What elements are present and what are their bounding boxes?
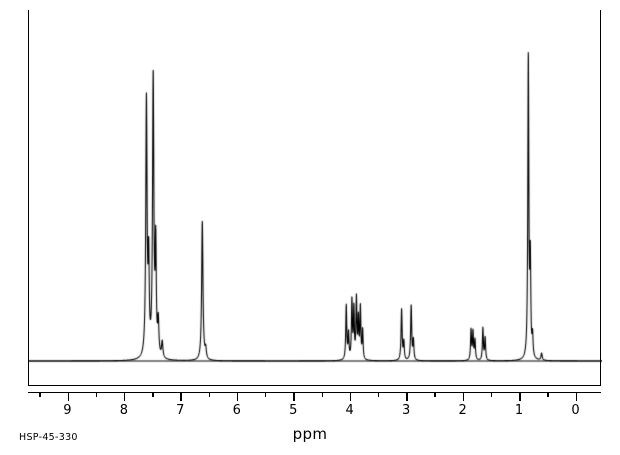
spectrum-trace [29,10,602,386]
x-axis: 9 8 7 6 5 4 3 2 1 0 [28,392,601,430]
x-axis-tick-label: 4 [345,403,355,418]
x-axis-minor-tick [208,392,211,397]
x-axis-tick-label: 9 [63,403,72,418]
x-axis-tick-label: 7 [176,403,185,418]
x-axis-major-tick [575,392,577,401]
x-axis-major-tick [519,392,521,401]
x-axis-minor-tick [265,392,267,397]
x-axis-major-tick [123,392,126,401]
sample-id-label: HSP-45-330 [19,432,78,443]
x-axis-minor-tick [547,392,549,397]
x-axis-minor-tick [95,392,98,397]
x-axis-tick-label: 1 [514,403,524,418]
spectrum-plot-frame [28,10,602,386]
x-axis-minor-tick [321,392,323,397]
x-axis-line [28,392,601,394]
x-axis-title: ppm [292,425,328,443]
x-axis-minor-tick [378,392,380,397]
x-axis-minor-tick [152,392,154,397]
x-axis-tick-label: 2 [458,403,467,418]
x-axis-minor-tick [434,392,436,397]
x-axis-major-tick [349,392,352,401]
x-axis-major-tick [293,392,295,401]
x-axis-tick-label: 0 [571,403,580,418]
x-axis-major-tick [180,392,182,401]
x-axis-major-tick [406,392,408,401]
x-axis-major-tick [67,392,69,401]
x-axis-major-tick [462,392,465,401]
x-axis-tick-label: 5 [289,403,298,418]
x-axis-tick-label: 8 [119,403,129,418]
x-axis-tick-label: 6 [232,403,242,418]
x-axis-tick-label: 3 [401,403,411,418]
x-axis-minor-tick [490,392,493,397]
x-axis-minor-tick [39,392,41,397]
x-axis-major-tick [236,392,239,401]
